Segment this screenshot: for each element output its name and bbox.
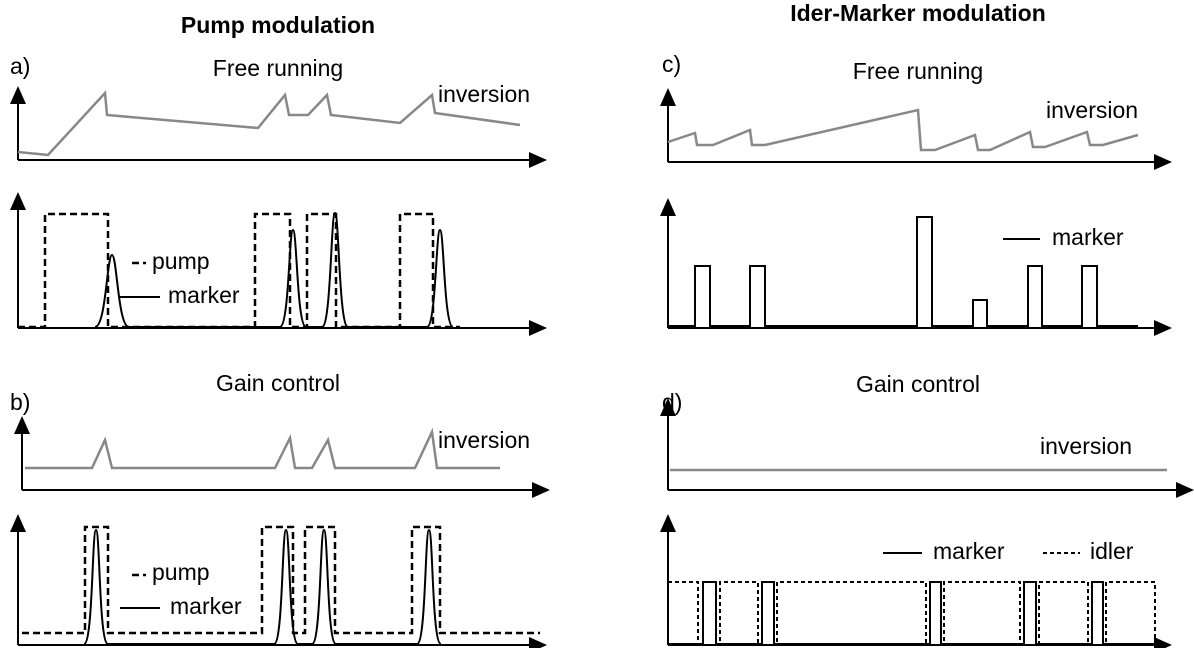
inversion-label: inversion	[438, 427, 530, 453]
marker-trace	[94, 211, 454, 328]
panel-title: Free running	[213, 55, 343, 81]
legend-label: pump	[152, 248, 210, 274]
marker-trace	[83, 528, 442, 645]
panel-label: a)	[10, 53, 30, 79]
marker-trace	[668, 581, 1160, 645]
legend-label: marker	[170, 593, 242, 619]
panel-title: Free running	[853, 58, 983, 84]
panel-title: Gain control	[216, 370, 340, 396]
inversion-label: inversion	[1046, 97, 1138, 123]
legend-label: marker	[168, 282, 240, 308]
legend-label: marker	[933, 538, 1005, 564]
column-title: Ider-Marker modulation	[790, 0, 1046, 26]
panel-title: Gain control	[856, 371, 980, 397]
inversion-label: inversion	[438, 81, 530, 107]
legend-label: marker	[1052, 224, 1124, 250]
panel-label: d)	[662, 389, 682, 415]
panel-label: b)	[10, 389, 30, 415]
inversion-label: inversion	[1040, 433, 1132, 459]
column-title: Pump modulation	[181, 12, 375, 38]
inversion-curve	[17, 90, 521, 157]
inversion-curve	[25, 427, 500, 470]
legend-label: pump	[152, 559, 210, 585]
idler-trace	[668, 581, 1156, 646]
marker-trace	[668, 216, 1138, 327]
pump-trace	[18, 212, 460, 329]
legend-label: idler	[1090, 538, 1134, 564]
inversion-curve	[667, 108, 1139, 152]
panel-label: c)	[662, 51, 681, 77]
pump-trace	[22, 525, 540, 635]
